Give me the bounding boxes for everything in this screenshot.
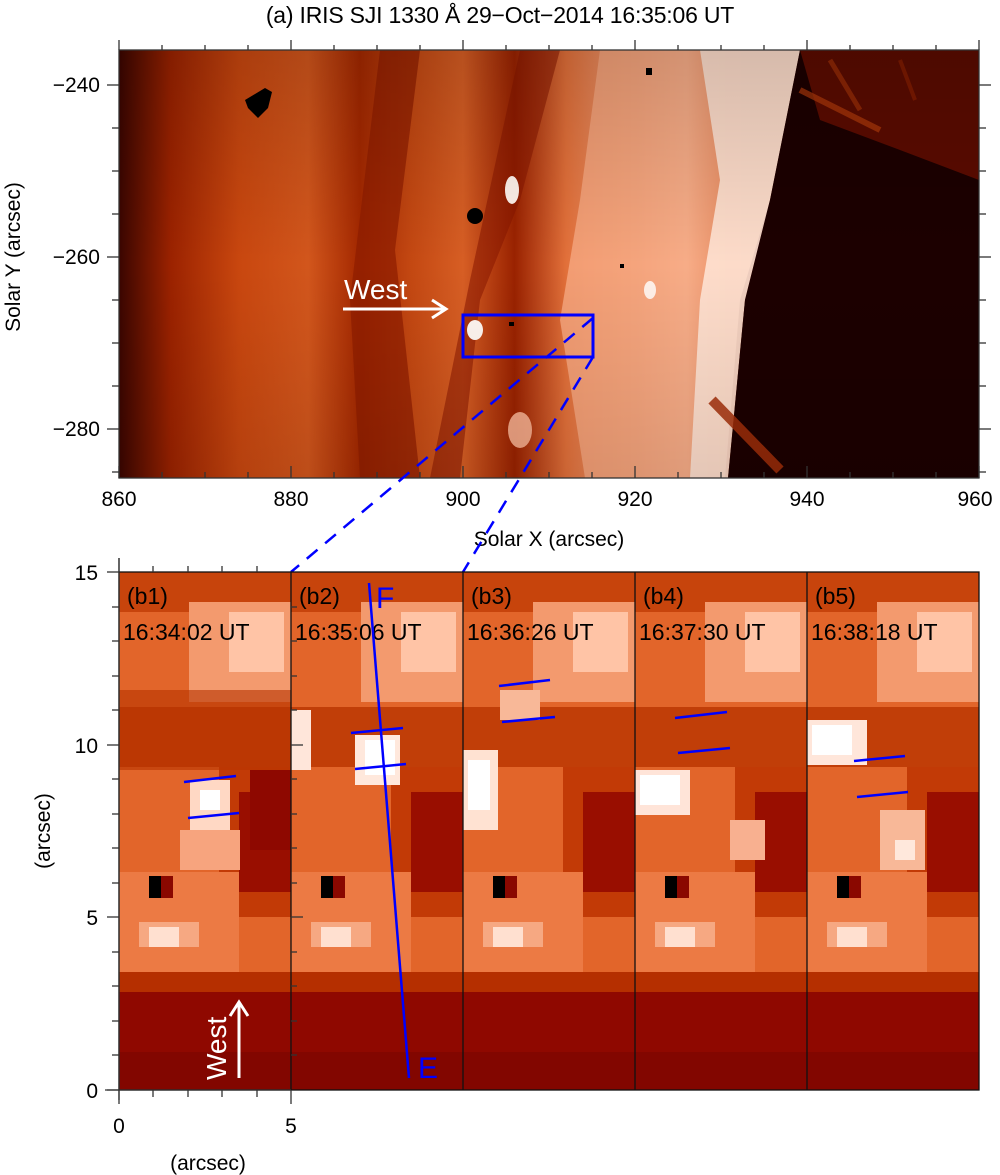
panel-a-xlabel: Solar X (arcsec) (474, 528, 625, 551)
zoom-connector-right (461, 356, 595, 573)
zoom-connector-left (290, 317, 594, 573)
ytick-label: −240 (53, 74, 100, 97)
ytick-label: 15 (75, 562, 98, 585)
subpanel-time-b2: 16:35:06 UT (295, 619, 422, 645)
ytick-label: 0 (86, 1080, 98, 1103)
panel-a-axes (107, 40, 991, 479)
subpanel-label-b1: (b1) (127, 583, 168, 609)
panel-b-xtick-labels: 0 5 (113, 1115, 297, 1138)
xtick-label: 900 (445, 488, 480, 511)
ytick-label: −280 (53, 418, 100, 441)
xtick-label: 880 (273, 488, 308, 511)
xtick-label: 0 (113, 1115, 125, 1138)
subpanel-time-b3: 16:36:26 UT (467, 619, 594, 645)
subpanel-label-b4: (b4) (643, 583, 684, 609)
subpanel-time-b5: 16:38:18 UT (811, 619, 938, 645)
xtick-label: 960 (957, 488, 992, 511)
ytick-label: −260 (53, 246, 100, 269)
panel-a-title: (a) IRIS SJI 1330 Å 29−Oct−2014 16:35:06… (265, 2, 735, 28)
panel-b-ylabel: (arcsec) (32, 793, 55, 869)
panel-b-axes (105, 558, 303, 1104)
panel-b2-image (291, 572, 463, 1090)
xtick-label: 920 (617, 488, 652, 511)
ytick-label: 10 (75, 735, 98, 758)
panel-b1-image (119, 572, 291, 1090)
panel-b-xlabel: (arcsec) (170, 1152, 246, 1175)
west-arrow-panel-a: West (343, 274, 449, 320)
subpanel-time-b4: 16:37:30 UT (639, 619, 766, 645)
xtick-label: 5 (285, 1115, 297, 1138)
west-label-vertical: West (201, 1017, 232, 1080)
xtick-label: 940 (789, 488, 824, 511)
panel-a-xtick-labels: 860 880 900 920 940 960 (101, 488, 992, 511)
xtick-label: 860 (101, 488, 136, 511)
panel-b3-image (463, 572, 635, 1090)
label-e: E (418, 1052, 438, 1085)
cut-line-ef (367, 582, 411, 1079)
slit-markers (183, 678, 909, 820)
subpanel-time-b1: 16:34:02 UT (123, 619, 250, 645)
panel-a-image (119, 50, 979, 478)
label-f: F (376, 582, 394, 615)
panel-b5-image (807, 572, 979, 1090)
west-label: West (344, 274, 407, 305)
subpanel-label-b3: (b3) (471, 583, 512, 609)
ytick-label: 5 (86, 907, 98, 930)
subpanel-label-b2: (b2) (299, 583, 340, 609)
subpanel-label-b5: (b5) (815, 583, 856, 609)
panel-a-ytick-labels: −240 −260 −280 (53, 74, 100, 441)
panel-a-ylabel: Solar Y (arcsec) (2, 182, 25, 332)
west-arrow-panel-b: West (201, 999, 250, 1080)
panel-b-frames (118, 571, 980, 1091)
panel-b4-image (635, 572, 807, 1090)
zoom-region-box (461, 313, 595, 359)
panel-b-ytick-labels: 15 10 5 0 (75, 562, 98, 1103)
